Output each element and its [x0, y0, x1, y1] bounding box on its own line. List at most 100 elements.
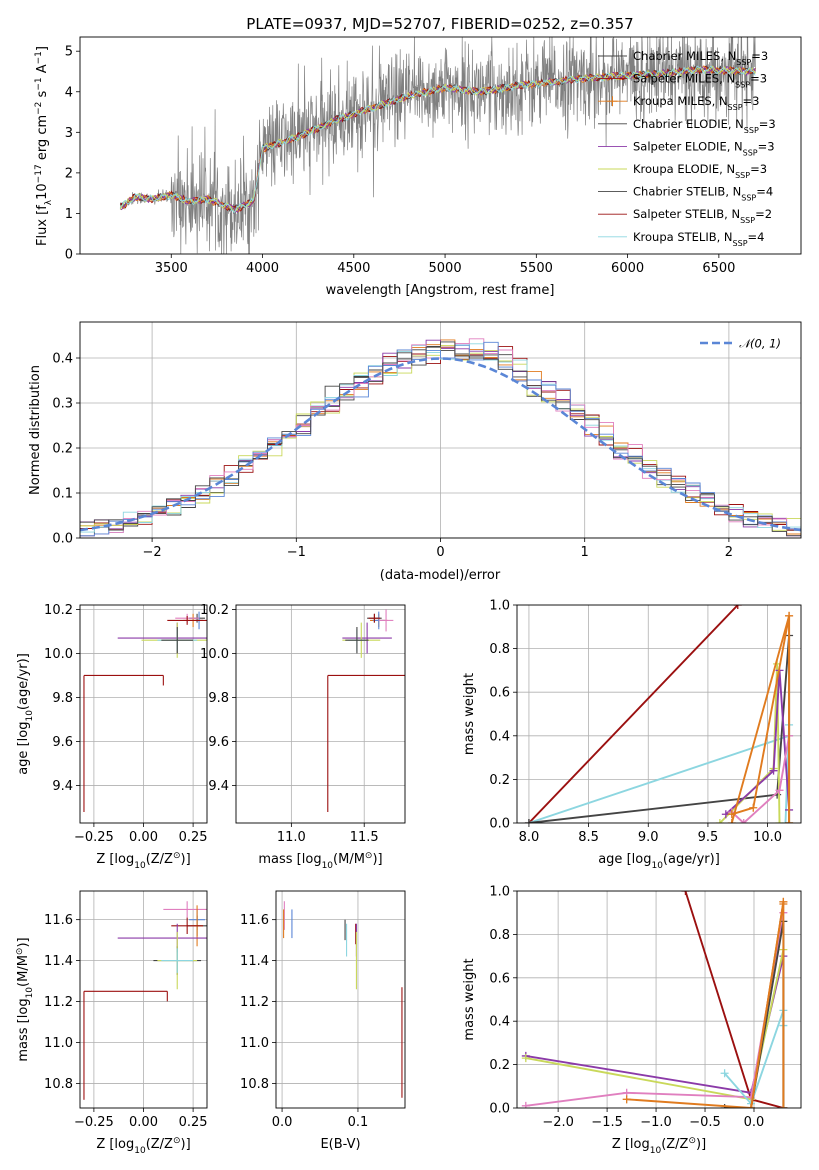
weight-series-line	[725, 670, 791, 816]
legend: 𝒩(0, 1)	[700, 337, 781, 351]
y-tick-label: 10.2	[200, 603, 229, 618]
gridlines	[276, 891, 405, 1108]
axes-frame	[79, 604, 208, 824]
legend-entry-label: Salpeter STELIB, NSSP=2	[633, 207, 772, 225]
weight-series-line	[731, 615, 791, 823]
data-point	[167, 616, 207, 625]
x-tick-label: −1.5	[591, 1115, 623, 1130]
x-tick-label: 1	[581, 545, 589, 560]
legend-text-n: =3	[759, 117, 776, 131]
y-axis-label-part: 10	[35, 183, 50, 200]
x-axis-label: E(B-V)	[320, 1137, 360, 1152]
y-tick-label: 10.0	[200, 647, 229, 662]
y-tick-label: 9.6	[208, 735, 229, 750]
weight-series-marker	[775, 786, 784, 795]
data-point	[163, 901, 207, 918]
legend-entry-label: Kroupa MILES, NSSP=3	[633, 94, 759, 112]
x-axis-label-part: )]	[181, 1137, 191, 1152]
y-tick-label: 9.8	[208, 691, 229, 706]
y-axis-label-part: )]	[16, 937, 31, 947]
x-axis-label: Z [log10(Z/Z⊙)]	[96, 1136, 190, 1156]
axes-frame	[79, 36, 802, 255]
y-tick-label: 0.8	[489, 928, 510, 943]
legend-text-main: Salpeter MILES, N	[633, 72, 735, 86]
legend-entry-label: Kroupa STELIB, NSSP=4	[633, 230, 764, 248]
x-axis-label-part: (age/yr)]	[663, 852, 720, 867]
x-tick-label: 6500	[702, 261, 735, 276]
x-tick-label: 0	[436, 545, 444, 560]
y-tick-label: 11.6	[44, 913, 73, 928]
x-tick-label: −1.0	[640, 1115, 672, 1130]
legend-text-sub: SSP	[744, 125, 759, 134]
gridlines	[80, 605, 207, 823]
legend-text-n: =4	[748, 230, 765, 244]
legend-text-main: Salpeter ELODIE, N	[633, 139, 743, 153]
legend-text-main: Chabrier ELODIE, N	[633, 117, 744, 131]
legend-text-main: Chabrier STELIB, N	[633, 185, 741, 199]
y-tick-label: 0	[65, 248, 73, 263]
y-tick-label: 9.8	[52, 691, 73, 706]
x-axis-label-part: )]	[696, 1137, 706, 1152]
panel-age-vs-mass: 11.0 11.5 9.4 9.6 9.8 10.0 10.2 mass [log10(M/M…	[200, 603, 406, 871]
panel-weight-vs-z: −2.0 −1.5 −1.0 −0.5 0.0 0.0 0.2 0.4 0.6 0.8 1.0 Z […	[462, 885, 802, 1156]
x-tick-label: 0.25	[179, 830, 208, 845]
x-axis-label-part: 10	[650, 1146, 662, 1156]
axes-frame	[275, 890, 406, 1109]
y-axis-label: age [log10(age/yr)]	[16, 653, 35, 775]
y-axis-label-part: erg cm	[35, 115, 50, 164]
weight-series-marker	[739, 819, 748, 823]
legend-text-sub: SSP	[735, 80, 750, 89]
x-tick-label: 5500	[520, 261, 553, 276]
x-tick-label: 0.25	[179, 1115, 208, 1130]
x-tick-label: 0.1	[348, 1115, 369, 1130]
plot-content	[517, 605, 801, 823]
legend-entry-label: Chabrier STELIB, NSSP=4	[633, 185, 773, 203]
x-axis-label: wavelength [Angstrom, rest frame]	[326, 283, 555, 298]
y-axis-label-part: Flux [f	[35, 205, 50, 246]
model-spectrum-line	[119, 65, 756, 214]
legend-text-sub: SSP	[741, 193, 756, 202]
x-axis-label-part: 10	[651, 861, 663, 871]
weight-series-marker	[749, 803, 758, 812]
weight-series-line	[731, 735, 791, 823]
y-tick-label: 10.8	[44, 1077, 73, 1092]
normal-curve	[80, 357, 801, 532]
panel-mass-vs-ebv: 0.0 0.1 10.8 11.0 11.2 11.4 11.6 E(B-V)	[240, 890, 406, 1152]
y-axis-label-part: 10	[25, 987, 35, 999]
y-axis-label: Normed distribution	[28, 365, 43, 495]
legend-text-n: =3	[750, 162, 767, 176]
y-tick-label: 11.0	[240, 1036, 269, 1051]
weight-series-marker	[727, 810, 736, 819]
y-tick-label: 10.2	[44, 603, 73, 618]
y-axis-label-part: (M/M	[16, 955, 31, 987]
plot-content	[236, 605, 405, 823]
histogram-series	[80, 341, 801, 537]
y-tick-label: 1.0	[489, 599, 510, 614]
y-tick-label: 3	[65, 126, 73, 141]
legend-text-n: =3	[743, 94, 760, 108]
legend-text-main: Kroupa STELIB, N	[633, 230, 733, 244]
data-point	[83, 674, 164, 812]
legend-text-sub: SSP	[735, 171, 750, 180]
y-tick-label: 2	[65, 166, 73, 181]
weight-series-marker	[775, 819, 784, 823]
y-tick-label: 11.2	[240, 995, 269, 1010]
plot-area	[517, 891, 801, 1108]
ticks: −2.0 −1.5 −1.0 −0.5 0.0 0.0 0.2 0.4 0.6 0.8 1.0	[489, 885, 764, 1131]
plot-content	[119, 37, 756, 254]
data-point	[161, 627, 194, 654]
data-point	[171, 917, 204, 934]
x-tick-label: 4000	[246, 261, 279, 276]
y-tick-label: 1	[65, 207, 73, 222]
x-axis-label: age [log10(age/yr)]	[598, 852, 720, 871]
axes-frame	[79, 890, 208, 1109]
y-axis-label-part: A	[35, 64, 50, 77]
y-tick-label: 0.4	[489, 729, 510, 744]
x-axis-label-part: (M/M	[333, 852, 365, 867]
weight-series-marker	[521, 1054, 530, 1063]
weight-series-marker	[779, 900, 788, 909]
x-tick-label: 11.0	[277, 830, 306, 845]
y-tick-label: 10.0	[44, 647, 73, 662]
legend-text-sub: SSP	[733, 238, 748, 247]
